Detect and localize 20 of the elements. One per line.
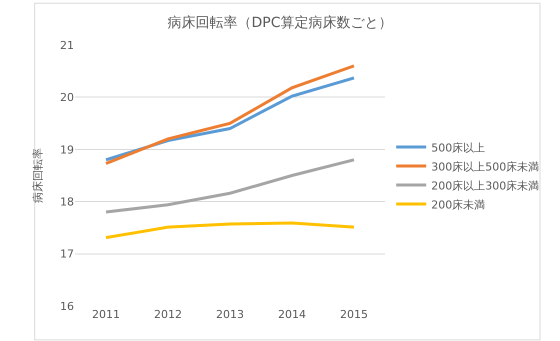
y-tick-label: 18	[60, 195, 74, 208]
legend-label: 200床未満	[431, 198, 486, 212]
x-tick-label: 2011	[92, 308, 120, 321]
legend-label: 200床以上300床未満	[431, 179, 540, 192]
x-tick-label: 2014	[278, 308, 306, 321]
line-series	[104, 222, 356, 240]
y-tick-label: 21	[60, 38, 74, 52]
y-tick-label: 19	[60, 143, 74, 156]
legend-label: 300床以上500床未満	[431, 160, 540, 174]
y-tick-label: 16	[60, 300, 74, 313]
legend-label: 500床以上	[431, 141, 486, 154]
y-tick-label: 17	[60, 248, 74, 261]
line-series	[104, 64, 356, 165]
x-tick-label: 2012	[154, 308, 182, 321]
y-tick-label: 20	[60, 91, 74, 104]
x-tick-label: 2013	[216, 308, 244, 321]
x-tick-label: 2015	[340, 308, 368, 321]
chart-title: 病床回転率（DPC算定病床数ごと）	[168, 14, 392, 31]
line-series	[104, 158, 356, 214]
y-axis-title: 病床回転率	[32, 148, 45, 203]
